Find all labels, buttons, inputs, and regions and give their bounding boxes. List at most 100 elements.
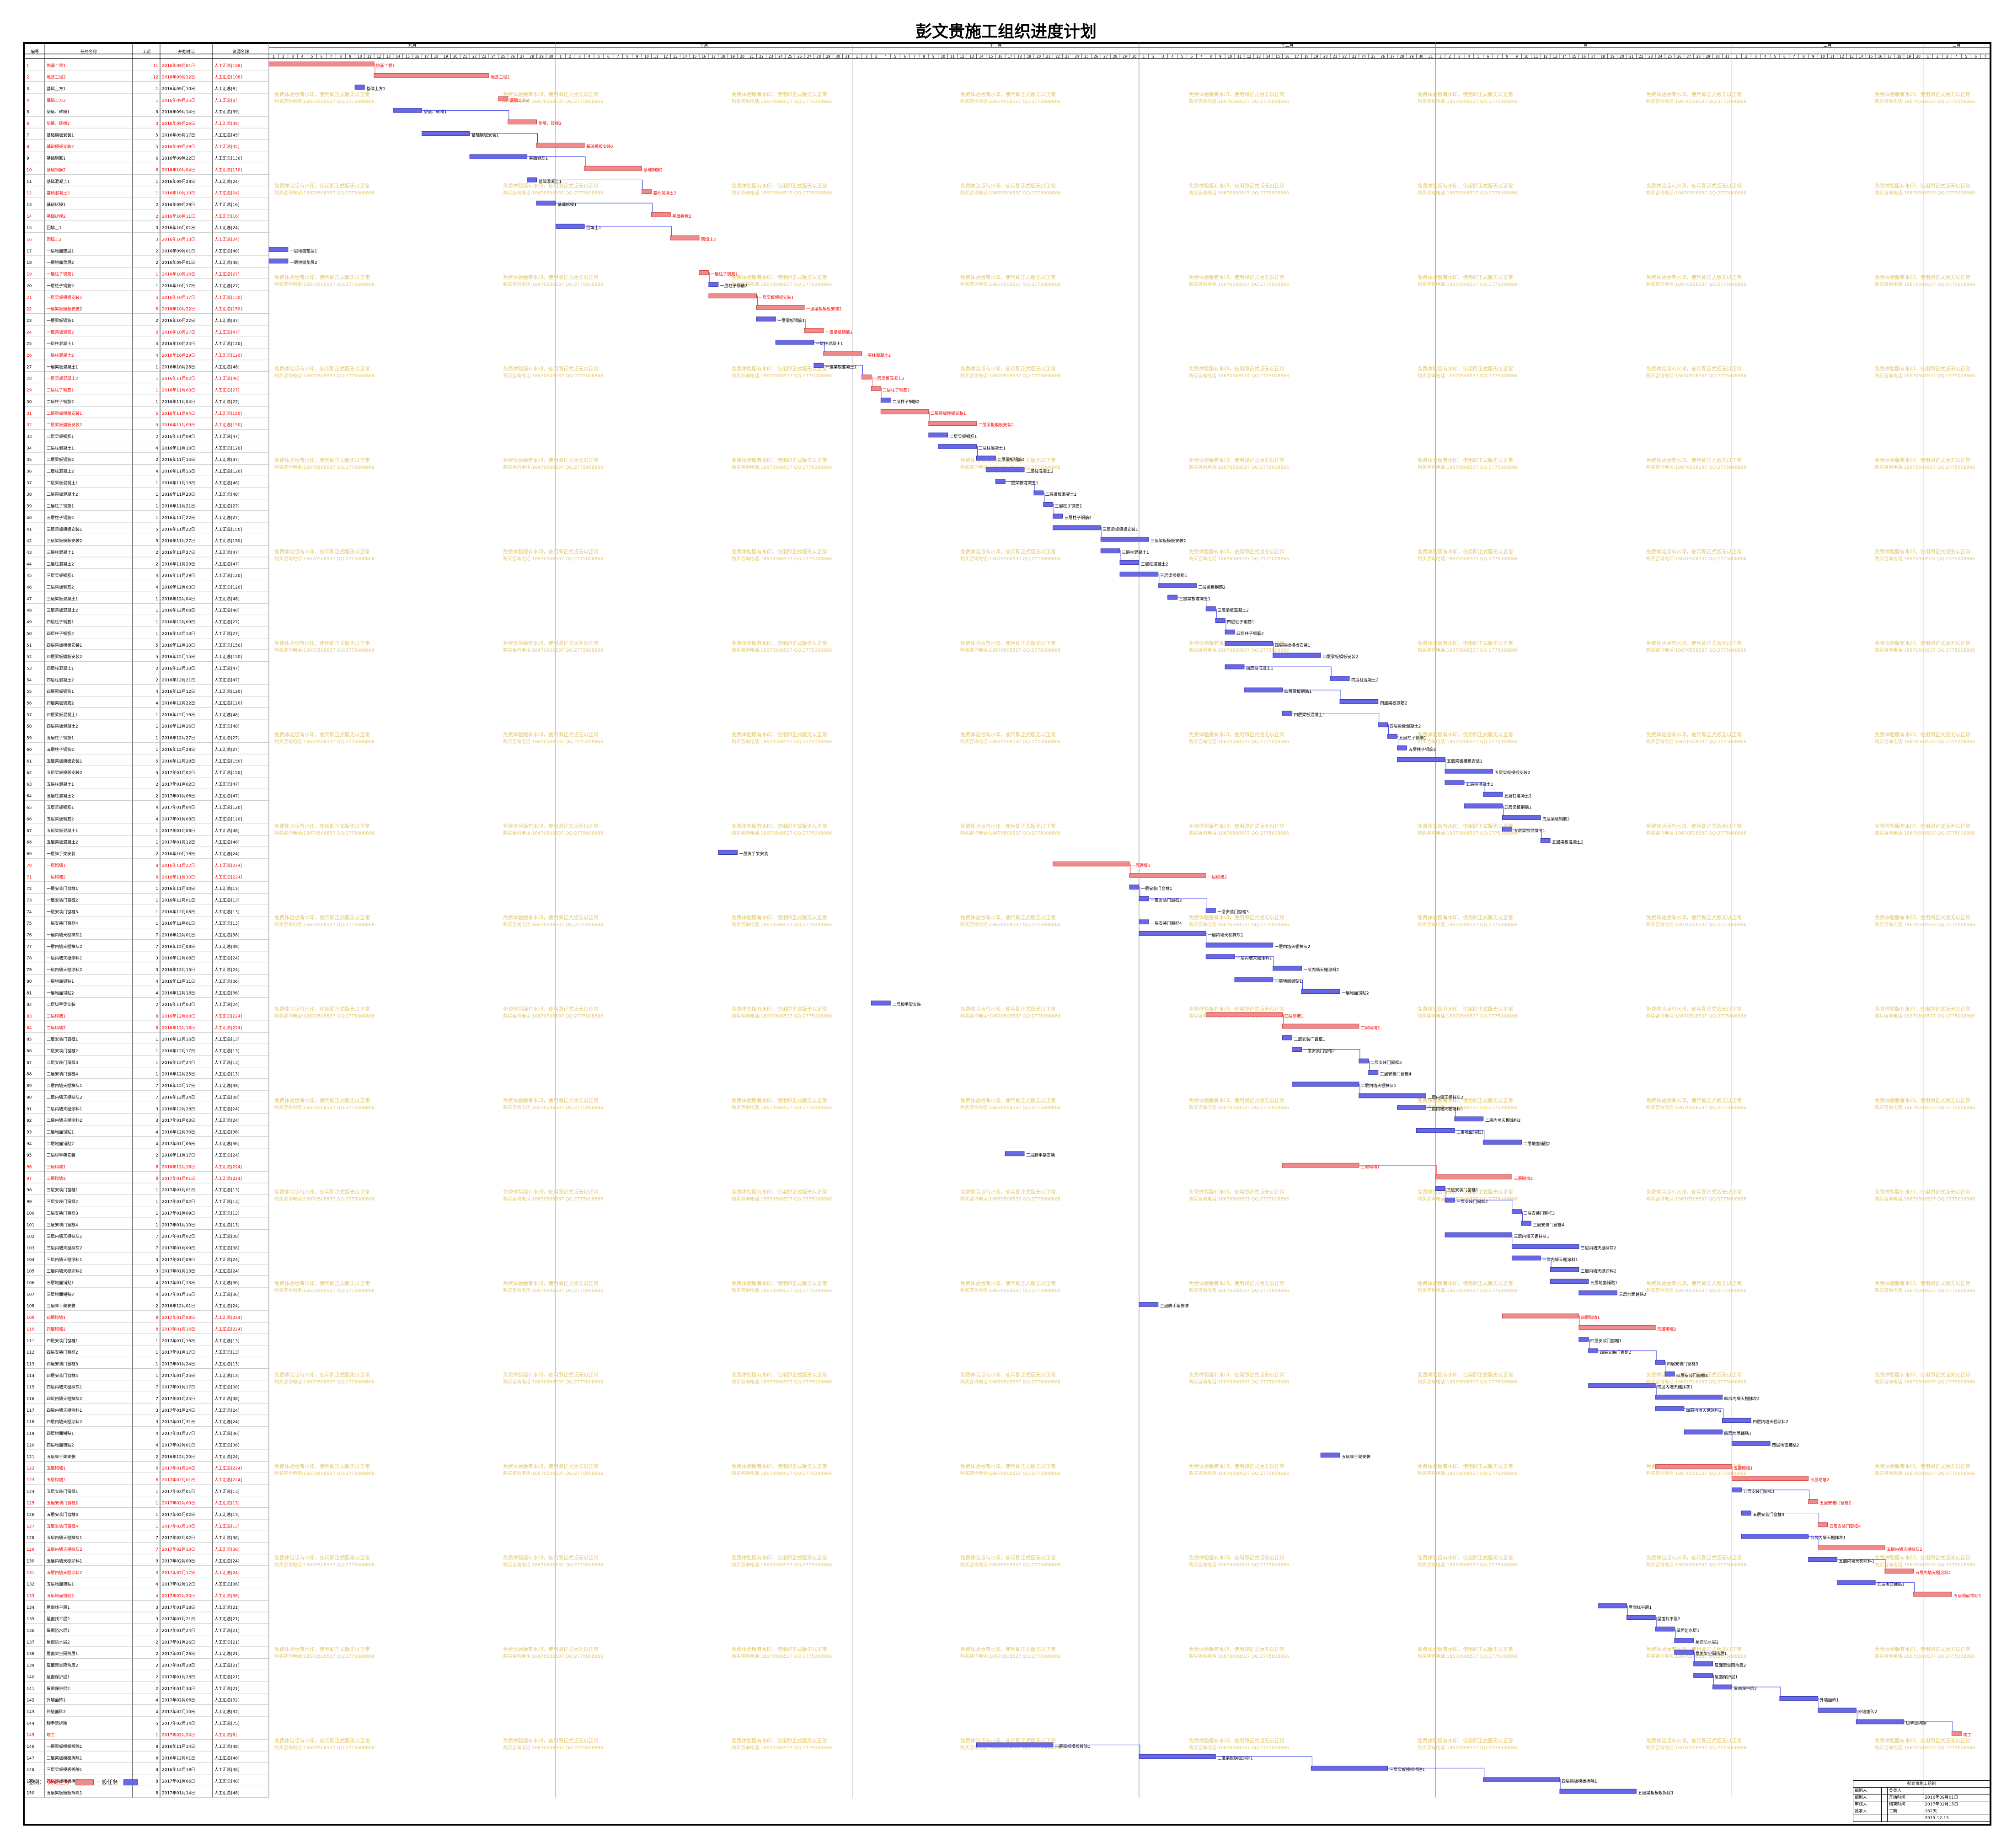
task-start: 2017年01月13日 bbox=[162, 1280, 195, 1286]
gantt-bar bbox=[1033, 490, 1044, 496]
day-label: 20 bbox=[740, 54, 744, 59]
task-id: 48 bbox=[27, 609, 32, 613]
task-duration: 4 bbox=[155, 1432, 158, 1436]
day-label: 10 bbox=[1228, 54, 1232, 59]
task-name: 三层脚手架安装 bbox=[47, 1152, 75, 1158]
watermark-text: 购买咨询电话:18670508537 QQ:2775008866 bbox=[732, 739, 832, 745]
watermark-text: 购买咨询电话:18670508537 QQ:2775008866 bbox=[1875, 647, 1975, 653]
watermark-text: 免费体验版有水印，使用即正式版无以正常 bbox=[1875, 823, 1970, 829]
bar-label: 地基工程1 bbox=[376, 63, 395, 68]
bar-label: 四层安装门窗框3 bbox=[1667, 1361, 1698, 1366]
watermark-text: 购买咨询电话:18670508537 QQ:2775008866 bbox=[732, 1104, 832, 1110]
task-start: 2017年01月24日 bbox=[162, 1408, 195, 1413]
watermark-text: 免费体验版有水印，使用即正式版无以正常 bbox=[960, 182, 1056, 189]
day-label: 13 bbox=[1553, 54, 1557, 59]
day-label: 25 bbox=[501, 54, 506, 59]
task-id: 114 bbox=[27, 1374, 34, 1378]
task-name: 二层梁板模板拆除1 bbox=[47, 1755, 82, 1761]
day-label: 8 bbox=[1506, 54, 1509, 59]
task-resource: 人工汇总[47] bbox=[214, 457, 239, 462]
dependency-line bbox=[1282, 1014, 1284, 1024]
watermark-text: 免费体验版有水印，使用即正式版无以正常 bbox=[274, 274, 370, 280]
watermark-text: 购买咨询电话:18670508537 QQ:2775008866 bbox=[1189, 556, 1289, 562]
task-id: 18 bbox=[27, 261, 32, 265]
gantt-bar bbox=[1913, 1591, 1952, 1597]
gantt-bar bbox=[1119, 571, 1159, 577]
gantt-bar bbox=[1129, 873, 1206, 878]
task-start: 2016年12月08日 bbox=[162, 944, 195, 949]
task-start: 2016年09月01日 bbox=[162, 248, 195, 254]
watermark-text: 购买咨询电话:18670508537 QQ:2775008866 bbox=[1418, 1470, 1518, 1476]
day-label: 6 bbox=[1783, 54, 1786, 59]
legend-label: 图例： bbox=[28, 1779, 45, 1785]
task-duration: 7 bbox=[155, 1397, 158, 1402]
dependency-line bbox=[527, 156, 586, 167]
task-start: 2017年02月09日 bbox=[162, 1500, 195, 1506]
task-resource: 人工汇总[38] bbox=[214, 1245, 239, 1251]
dependency-line bbox=[556, 203, 653, 213]
day-label: 13 bbox=[1257, 54, 1261, 59]
watermark-text: 免费体验版有水印，使用即正式版无以正常 bbox=[1189, 1189, 1284, 1195]
task-id: 104 bbox=[27, 1258, 34, 1262]
gantt-bar bbox=[1387, 734, 1398, 739]
task-resource: 人工汇总[13] bbox=[214, 1037, 239, 1042]
task-id: 7 bbox=[27, 133, 29, 138]
bar-label: 脚手架拆除 bbox=[1906, 1720, 1926, 1726]
task-resource: 人工汇总[24] bbox=[214, 1106, 239, 1112]
day-label: 11 bbox=[1237, 54, 1242, 59]
watermark-text: 免费体验版有水印，使用即正式版无以正常 bbox=[274, 91, 370, 97]
task-resource: 人工汇总[224] bbox=[214, 862, 242, 868]
task-start: 2017年01月26日 bbox=[162, 1651, 195, 1656]
bar-label: 三层梁板模板拆除1 bbox=[1390, 1767, 1425, 1773]
bar-label: 一层梁板模板安装2 bbox=[806, 306, 842, 312]
task-id: 46 bbox=[27, 585, 32, 590]
task-duration: 1 bbox=[155, 748, 158, 752]
watermark-text: 免费体验版有水印，使用即正式版无以正常 bbox=[1418, 365, 1513, 372]
bar-label: 一层梁板混凝土1 bbox=[825, 364, 857, 370]
watermark-text: 免费体验版有水印，使用即正式版无以正常 bbox=[960, 274, 1056, 280]
bar-label: 回填土2 bbox=[701, 237, 716, 242]
task-start: 2017年01月02日 bbox=[162, 1199, 195, 1205]
task-resource: 人工汇总[38] bbox=[214, 1083, 239, 1088]
day-label: 7 bbox=[913, 54, 915, 59]
watermark-text: 购买咨询电话:18670508537 QQ:2775008866 bbox=[503, 464, 603, 470]
day-label: 2 bbox=[282, 54, 284, 59]
task-id: 101 bbox=[27, 1223, 34, 1227]
watermark-text: 购买咨询电话:18670508537 QQ:2775008866 bbox=[1646, 1653, 1746, 1659]
bar-label: 三层内墙天棚抹灰1 bbox=[1514, 1234, 1549, 1239]
watermark-text: 购买咨询电话:18670508537 QQ:2775008866 bbox=[1875, 1013, 1975, 1019]
task-id: 149 bbox=[27, 1779, 34, 1784]
task-start: 2016年12月01日 bbox=[162, 1755, 195, 1761]
bar-label: 五层柱子钢筋1 bbox=[1399, 735, 1427, 741]
task-start: 2016年11月17日 bbox=[162, 1152, 195, 1158]
gantt-bar bbox=[1205, 954, 1235, 959]
task-id: 97 bbox=[27, 1177, 32, 1181]
task-duration: 6 bbox=[155, 168, 158, 172]
task-name: 二层梁板模板安装1 bbox=[47, 411, 82, 416]
task-resource: 人工汇总[120] bbox=[214, 805, 242, 810]
watermark-text: 免费体验版有水印，使用即正式版无以正常 bbox=[1189, 274, 1284, 280]
task-duration: 4 bbox=[155, 354, 158, 358]
task-duration: 2 bbox=[155, 794, 158, 798]
gantt-bar bbox=[1511, 1209, 1522, 1214]
dependency-line bbox=[1445, 759, 1446, 770]
task-start: 2017年01月02日 bbox=[162, 770, 195, 776]
task-name: 五层脚手架安装 bbox=[47, 1454, 75, 1459]
gantt-bar bbox=[1225, 629, 1235, 635]
task-duration: 1 bbox=[155, 98, 158, 103]
watermark-text: 免费体验版有水印，使用即正式版无以正常 bbox=[1189, 457, 1284, 463]
task-start: 2017年01月31日 bbox=[162, 1419, 195, 1425]
watermark-text: 免费体验版有水印，使用即正式版无以正常 bbox=[503, 182, 599, 189]
task-name: 五层梁板模板安装2 bbox=[47, 770, 82, 776]
task-id: 17 bbox=[27, 249, 32, 254]
watermark-text: 购买咨询电话:18670508537 QQ:2775008866 bbox=[274, 373, 375, 379]
task-id: 75 bbox=[27, 921, 32, 926]
task-duration: 3 bbox=[155, 1409, 158, 1413]
day-label: 12 bbox=[1247, 54, 1252, 59]
watermark-text: 免费体验版有水印，使用即正式版无以正常 bbox=[1875, 914, 1970, 921]
task-id: 57 bbox=[27, 713, 32, 718]
task-duration: 2 bbox=[155, 852, 158, 857]
dependency-line bbox=[1521, 1211, 1523, 1221]
watermark-text: 购买咨询电话:18670508537 QQ:2775008866 bbox=[1646, 1104, 1746, 1110]
task-resource: 人工汇总[224] bbox=[214, 1466, 242, 1471]
